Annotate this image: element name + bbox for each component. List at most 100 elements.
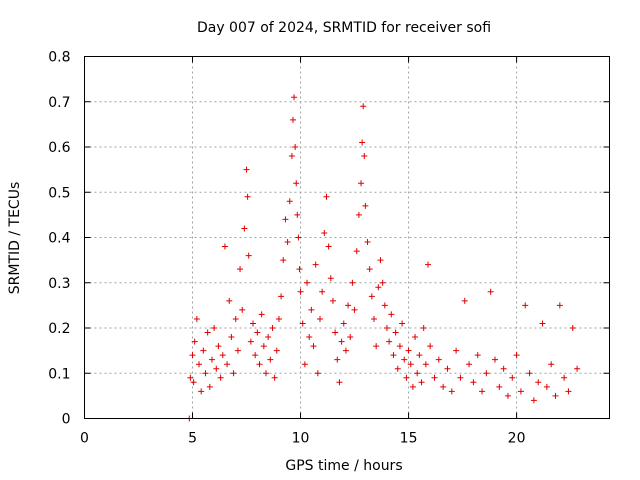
data-point bbox=[390, 352, 397, 359]
x-tick-label: 0 bbox=[80, 431, 89, 447]
y-tick-label: 0.6 bbox=[48, 140, 70, 156]
data-point bbox=[208, 356, 215, 363]
data-point bbox=[319, 288, 326, 295]
data-point bbox=[243, 166, 250, 173]
data-point bbox=[461, 297, 468, 304]
data-point bbox=[355, 211, 362, 218]
data-point bbox=[198, 388, 205, 395]
data-point bbox=[407, 361, 414, 368]
data-point bbox=[336, 379, 343, 386]
data-point bbox=[252, 352, 259, 359]
data-point bbox=[338, 338, 345, 345]
data-point bbox=[474, 352, 481, 359]
data-point bbox=[412, 334, 419, 341]
data-point bbox=[193, 315, 200, 322]
data-point bbox=[552, 392, 559, 399]
data-point bbox=[414, 370, 421, 377]
data-point bbox=[245, 252, 252, 259]
data-point bbox=[189, 352, 196, 359]
data-point bbox=[548, 361, 555, 368]
data-point bbox=[392, 329, 399, 336]
data-point bbox=[377, 257, 384, 264]
data-point bbox=[440, 383, 447, 390]
data-point bbox=[297, 288, 304, 295]
data-point bbox=[269, 325, 276, 331]
data-point bbox=[444, 365, 451, 372]
x-tick-label: 5 bbox=[188, 431, 197, 447]
data-point bbox=[254, 329, 261, 336]
data-point bbox=[457, 374, 464, 381]
y-tick-label: 0.3 bbox=[48, 276, 70, 292]
y-tick-label: 0.2 bbox=[48, 321, 70, 337]
data-point bbox=[221, 243, 228, 250]
data-point bbox=[329, 297, 336, 304]
data-point bbox=[217, 374, 224, 381]
grid bbox=[84, 56, 610, 419]
data-point bbox=[258, 311, 265, 318]
data-point bbox=[526, 370, 533, 377]
data-point bbox=[260, 343, 267, 350]
data-point bbox=[200, 347, 207, 354]
data-point bbox=[405, 347, 412, 354]
data-point bbox=[232, 315, 239, 322]
data-point bbox=[483, 370, 490, 377]
data-point bbox=[361, 153, 368, 160]
data-point bbox=[340, 320, 347, 327]
data-point bbox=[359, 139, 366, 146]
data-point bbox=[196, 361, 203, 368]
data-point bbox=[250, 320, 257, 327]
data-point bbox=[373, 343, 380, 350]
data-point bbox=[219, 352, 226, 359]
data-point bbox=[574, 365, 581, 372]
data-point bbox=[403, 374, 410, 381]
data-point bbox=[247, 338, 254, 345]
y-axis-label: SRMTID / TECUs bbox=[7, 182, 23, 295]
data-point bbox=[358, 180, 365, 187]
data-point bbox=[420, 325, 427, 331]
data-point bbox=[239, 306, 246, 313]
data-point bbox=[396, 343, 403, 350]
data-point bbox=[224, 361, 231, 368]
data-point bbox=[267, 356, 274, 363]
data-point bbox=[383, 325, 390, 331]
x-tick-label: 20 bbox=[508, 431, 526, 447]
y-tick-label: 0.1 bbox=[48, 366, 70, 382]
data-point bbox=[565, 388, 572, 395]
data-point bbox=[561, 374, 568, 381]
data-point bbox=[416, 352, 423, 359]
data-point bbox=[294, 211, 301, 218]
data-point bbox=[517, 388, 524, 395]
data-point bbox=[215, 343, 222, 350]
data-point bbox=[296, 266, 303, 273]
y-tick-label: 0.5 bbox=[48, 185, 70, 201]
data-point bbox=[569, 325, 576, 331]
data-point bbox=[332, 329, 339, 336]
chart-title: Day 007 of 2024, SRMTID for receiver sof… bbox=[197, 20, 491, 36]
data-point bbox=[399, 320, 406, 327]
y-tick-label: 0.8 bbox=[48, 50, 70, 66]
data-points bbox=[186, 94, 581, 422]
data-point bbox=[244, 193, 251, 200]
data-point bbox=[360, 103, 367, 110]
x-axis: 0 5 10 15 20 bbox=[80, 56, 526, 447]
data-point bbox=[522, 302, 529, 309]
data-point bbox=[381, 302, 388, 309]
data-point bbox=[394, 365, 401, 372]
data-point bbox=[262, 370, 269, 377]
data-point bbox=[466, 361, 473, 368]
y-tick-label: 0.4 bbox=[48, 231, 70, 247]
data-point bbox=[401, 356, 408, 363]
data-point bbox=[530, 397, 537, 404]
data-point bbox=[190, 379, 197, 386]
data-point bbox=[241, 225, 248, 232]
data-point bbox=[312, 261, 319, 268]
data-point bbox=[470, 379, 477, 386]
data-point bbox=[301, 361, 308, 368]
data-point bbox=[345, 302, 352, 309]
data-point bbox=[211, 325, 218, 331]
data-point bbox=[256, 361, 263, 368]
data-point bbox=[353, 248, 360, 255]
x-axis-label: GPS time / hours bbox=[285, 458, 402, 474]
data-point bbox=[299, 320, 306, 327]
data-point bbox=[347, 334, 354, 341]
